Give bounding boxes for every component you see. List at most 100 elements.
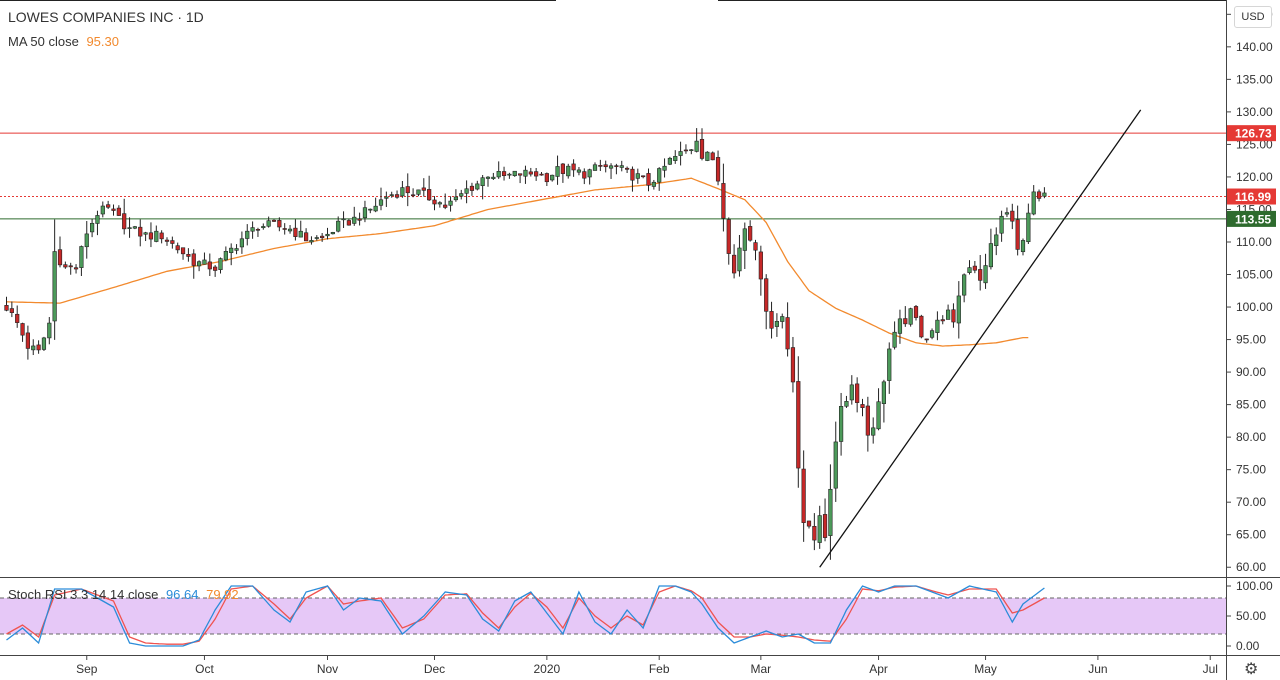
candle-body — [512, 170, 517, 177]
candle-body — [138, 226, 143, 237]
stoch-tick-label: 0.00 — [1236, 639, 1260, 653]
candle-body — [576, 169, 582, 173]
price-level-badge — [1227, 125, 1276, 142]
candle-body — [9, 308, 14, 313]
candle-body — [833, 441, 838, 489]
candle-body — [427, 189, 432, 201]
candle-body — [566, 165, 571, 177]
stoch-pane — [0, 585, 1226, 647]
candle-body — [491, 176, 496, 179]
candle-body — [314, 237, 319, 239]
price-pane-bg — [0, 0, 1226, 577]
candle-body — [651, 181, 656, 187]
candle-body — [887, 348, 892, 381]
price-tick-label: 105.00 — [1236, 268, 1273, 282]
candle-body — [255, 229, 261, 231]
candle-body — [357, 218, 362, 221]
gear-icon[interactable]: ⚙ — [1244, 661, 1259, 678]
candle-body — [400, 187, 405, 197]
candle-body — [298, 230, 303, 238]
stoch-tick-label: 50.00 — [1236, 609, 1266, 623]
candle-body — [785, 317, 790, 350]
ma-legend: MA 50 close 95.30 — [8, 34, 119, 49]
candle-body — [517, 173, 523, 176]
candle-body — [448, 200, 453, 206]
candle-body — [180, 247, 186, 255]
candle-body — [485, 176, 491, 179]
candle-body — [501, 171, 507, 177]
time-tick-label: May — [974, 662, 997, 676]
price-tick-label: 75.00 — [1236, 463, 1266, 477]
candle-body — [154, 230, 159, 242]
candle-body — [614, 165, 619, 167]
candle-body — [73, 267, 79, 270]
price-tick-label: 95.00 — [1236, 333, 1266, 347]
candle-body — [528, 171, 533, 175]
candle-body — [924, 338, 929, 341]
candle-body — [464, 188, 469, 194]
candle-body — [68, 265, 73, 268]
candle-body — [384, 196, 389, 199]
price-tick-label: 60.00 — [1236, 560, 1266, 574]
candle-body — [764, 278, 769, 312]
candle-body — [469, 185, 475, 191]
candle-body — [1036, 191, 1042, 199]
candle-body — [234, 248, 239, 251]
candle-body — [929, 330, 935, 338]
candle-body — [534, 171, 539, 177]
time-tick-label: Jul — [1203, 662, 1218, 676]
candle-body — [266, 220, 271, 227]
candle-body — [106, 204, 111, 208]
candle-body — [855, 383, 860, 403]
candle-body — [41, 337, 47, 350]
candle-body — [389, 194, 394, 196]
candle-body — [282, 228, 287, 230]
candle-body — [560, 163, 565, 174]
candle-body — [705, 151, 710, 161]
chart-title: LOWES COMPANIES INC · 1D — [8, 9, 204, 25]
candle-body — [550, 174, 555, 181]
candle-body — [443, 204, 448, 208]
candle-body — [796, 381, 801, 469]
candle-body — [598, 165, 603, 167]
candle-body — [4, 305, 9, 311]
candle-body — [362, 207, 368, 219]
candle-body — [368, 208, 373, 211]
candle-body — [988, 243, 993, 268]
candle-body — [410, 194, 416, 197]
candle-body — [202, 259, 207, 265]
candle-body — [523, 169, 528, 177]
candle-body — [90, 222, 95, 233]
currency-button[interactable]: USD — [1234, 6, 1272, 28]
candle-body — [699, 138, 705, 159]
candle-body — [421, 187, 426, 191]
time-tick-label: Mar — [751, 662, 772, 676]
candle-body — [689, 149, 694, 151]
candle-body — [20, 323, 25, 336]
trend-line — [819, 109, 1142, 568]
time-tick-label: Oct — [195, 662, 214, 676]
candle-body — [667, 157, 672, 165]
price-tick-label: 70.00 — [1236, 495, 1266, 509]
candle-body — [903, 318, 908, 325]
candle-body — [191, 253, 196, 266]
candle-body — [806, 520, 812, 527]
candle-body — [945, 309, 951, 320]
candle-body — [603, 164, 608, 168]
candle-body — [1010, 210, 1015, 222]
candle-body — [817, 515, 822, 543]
candle-body — [122, 213, 127, 230]
time-tick-label: Sep — [76, 662, 98, 676]
candle-body — [624, 167, 630, 170]
stoch-legend: Stoch RSI 3 3 14 14 close 96.64 79.92 — [8, 587, 239, 602]
price-tick-label: 90.00 — [1236, 365, 1266, 379]
price-tick-label: 65.00 — [1236, 528, 1266, 542]
candle-body — [635, 173, 640, 179]
candle-body — [309, 240, 314, 243]
price-level-label: 113.55 — [1235, 212, 1271, 226]
candle-body — [459, 193, 464, 197]
candle-body — [731, 254, 737, 274]
candle-body — [913, 306, 919, 318]
candle-body — [132, 226, 138, 229]
